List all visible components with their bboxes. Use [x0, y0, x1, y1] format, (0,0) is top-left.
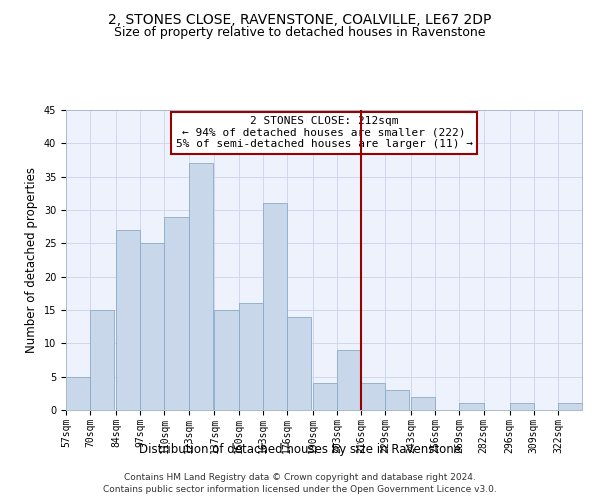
Bar — [313, 384, 337, 410]
Bar — [90, 310, 114, 410]
Bar — [188, 164, 212, 410]
Text: Distribution of detached houses by size in Ravenstone: Distribution of detached houses by size … — [139, 442, 461, 456]
Text: Contains public sector information licensed under the Open Government Licence v3: Contains public sector information licen… — [103, 485, 497, 494]
Bar — [460, 404, 484, 410]
Bar — [509, 404, 534, 410]
Bar — [164, 216, 188, 410]
Bar — [263, 204, 287, 410]
Bar — [385, 390, 409, 410]
Bar — [140, 244, 164, 410]
Bar — [116, 230, 140, 410]
Bar — [66, 376, 90, 410]
Text: 2 STONES CLOSE: 212sqm
← 94% of detached houses are smaller (222)
5% of semi-det: 2 STONES CLOSE: 212sqm ← 94% of detached… — [176, 116, 473, 149]
Bar — [337, 350, 361, 410]
Bar — [287, 316, 311, 410]
Bar — [214, 310, 239, 410]
Text: Size of property relative to detached houses in Ravenstone: Size of property relative to detached ho… — [114, 26, 486, 39]
Text: 2, STONES CLOSE, RAVENSTONE, COALVILLE, LE67 2DP: 2, STONES CLOSE, RAVENSTONE, COALVILLE, … — [109, 12, 491, 26]
Y-axis label: Number of detached properties: Number of detached properties — [25, 167, 38, 353]
Bar — [361, 384, 385, 410]
Bar — [558, 404, 582, 410]
Text: Contains HM Land Registry data © Crown copyright and database right 2024.: Contains HM Land Registry data © Crown c… — [124, 472, 476, 482]
Bar — [239, 304, 263, 410]
Bar — [411, 396, 436, 410]
